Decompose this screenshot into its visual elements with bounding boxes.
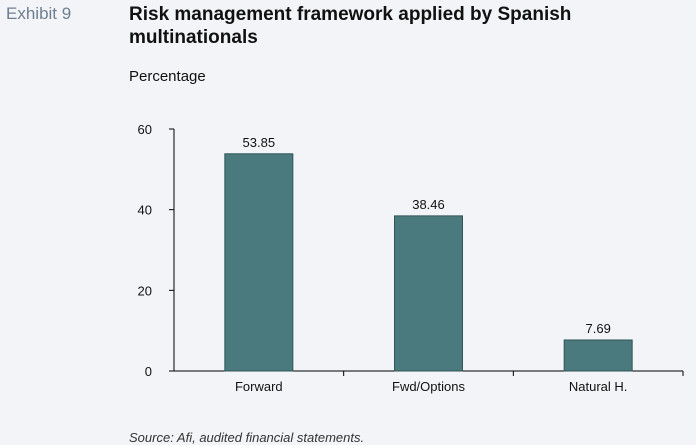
data-label: 7.69 xyxy=(586,321,611,336)
y-tick-label: 20 xyxy=(138,283,152,298)
x-tick-label: Natural H. xyxy=(569,379,628,394)
bar xyxy=(563,339,633,372)
chart-title: Risk management framework applied by Spa… xyxy=(129,4,572,48)
x-tick-label: Fwd/Options xyxy=(392,379,465,394)
data-label: 53.85 xyxy=(243,135,276,150)
y-tick-label: 0 xyxy=(145,364,152,379)
y-tick-label: 40 xyxy=(138,203,152,218)
bar xyxy=(394,215,463,372)
data-label: 38.46 xyxy=(412,197,445,212)
chart-subtitle: Percentage xyxy=(129,68,206,85)
bar xyxy=(224,153,294,372)
x-tick-label: Forward xyxy=(235,379,283,394)
source-note: Source: Afi, audited financial statement… xyxy=(129,430,365,445)
exhibit-label: Exhibit 9 xyxy=(6,4,72,23)
y-tick-label: 60 xyxy=(138,122,152,137)
